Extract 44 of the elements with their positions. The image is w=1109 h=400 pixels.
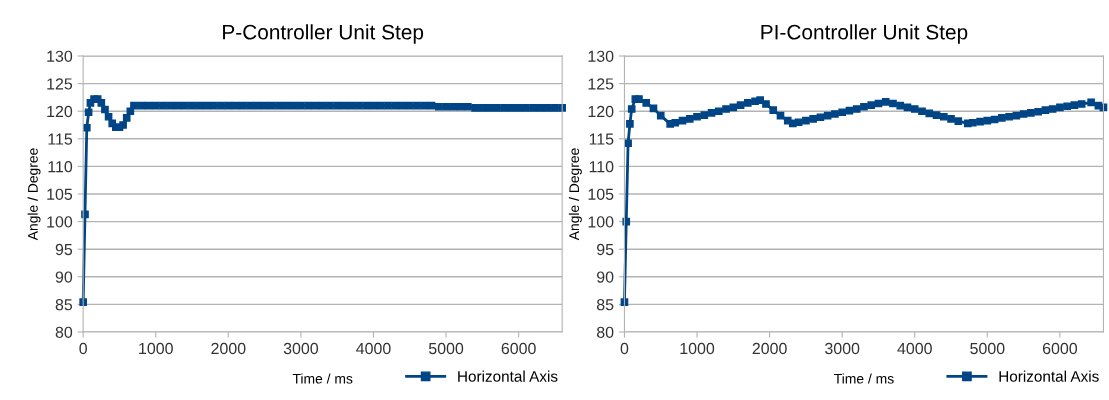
chart-title: PI-Controller Unit Step (761, 24, 968, 44)
y-tick-label: 85 (596, 299, 614, 311)
x-tick-label: 6000 (1042, 342, 1078, 355)
y-tick-label: 110 (589, 161, 614, 173)
y-tick-label: 130 (588, 50, 614, 62)
x-tick-label: 4000 (356, 342, 391, 355)
chart-title: P-Controller Unit Step (223, 24, 424, 44)
x-tick-label: 0 (620, 342, 629, 355)
y-tick-label: 120 (47, 105, 73, 118)
y-tick-label: 85 (55, 299, 73, 311)
y-tick-label: 90 (55, 271, 73, 283)
x-axis-title: Time / ms (834, 373, 894, 384)
y-tick-label: 80 (596, 326, 614, 338)
x-tick-label: 5000 (428, 342, 464, 355)
y-tick-label: 100 (588, 216, 614, 228)
x-axis-title: Time / ms (292, 373, 353, 384)
y-tick-label: 105 (588, 188, 614, 200)
y-tick-label: 100 (47, 216, 73, 228)
y-tick-label: 110 (48, 161, 73, 173)
y-tick-label: 95 (55, 243, 73, 256)
x-tick-label: 0 (79, 342, 87, 355)
y-tick-label: 125 (588, 78, 614, 90)
y-tick-label: 115 (589, 133, 614, 145)
y-tick-label: 130 (47, 50, 73, 62)
x-tick-label: 2000 (211, 342, 246, 355)
x-tick-label: 3000 (825, 342, 860, 355)
x-tick-label: 2000 (752, 342, 787, 355)
x-tick-label: 1000 (680, 342, 715, 355)
y-tick-label: 95 (597, 243, 614, 256)
y-tick-label: 80 (55, 326, 73, 338)
y-tick-label: 90 (597, 271, 614, 283)
y-axis-title: Angle / Degree (568, 148, 582, 241)
x-tick-label: 3000 (283, 342, 319, 355)
legend-label: Horizontal Axis (458, 370, 558, 382)
x-tick-label: 1000 (139, 342, 173, 355)
y-axis-title: Angle / Degree (27, 148, 41, 241)
y-tick-label: 120 (588, 105, 614, 118)
y-tick-label: 125 (47, 78, 73, 90)
x-tick-label: 4000 (897, 342, 932, 355)
x-tick-label: 6000 (501, 342, 536, 355)
y-tick-label: 105 (47, 188, 73, 200)
x-tick-label: 5000 (970, 342, 1005, 355)
y-tick-label: 115 (48, 133, 73, 145)
legend-label: Horizontal Axis (999, 370, 1099, 382)
